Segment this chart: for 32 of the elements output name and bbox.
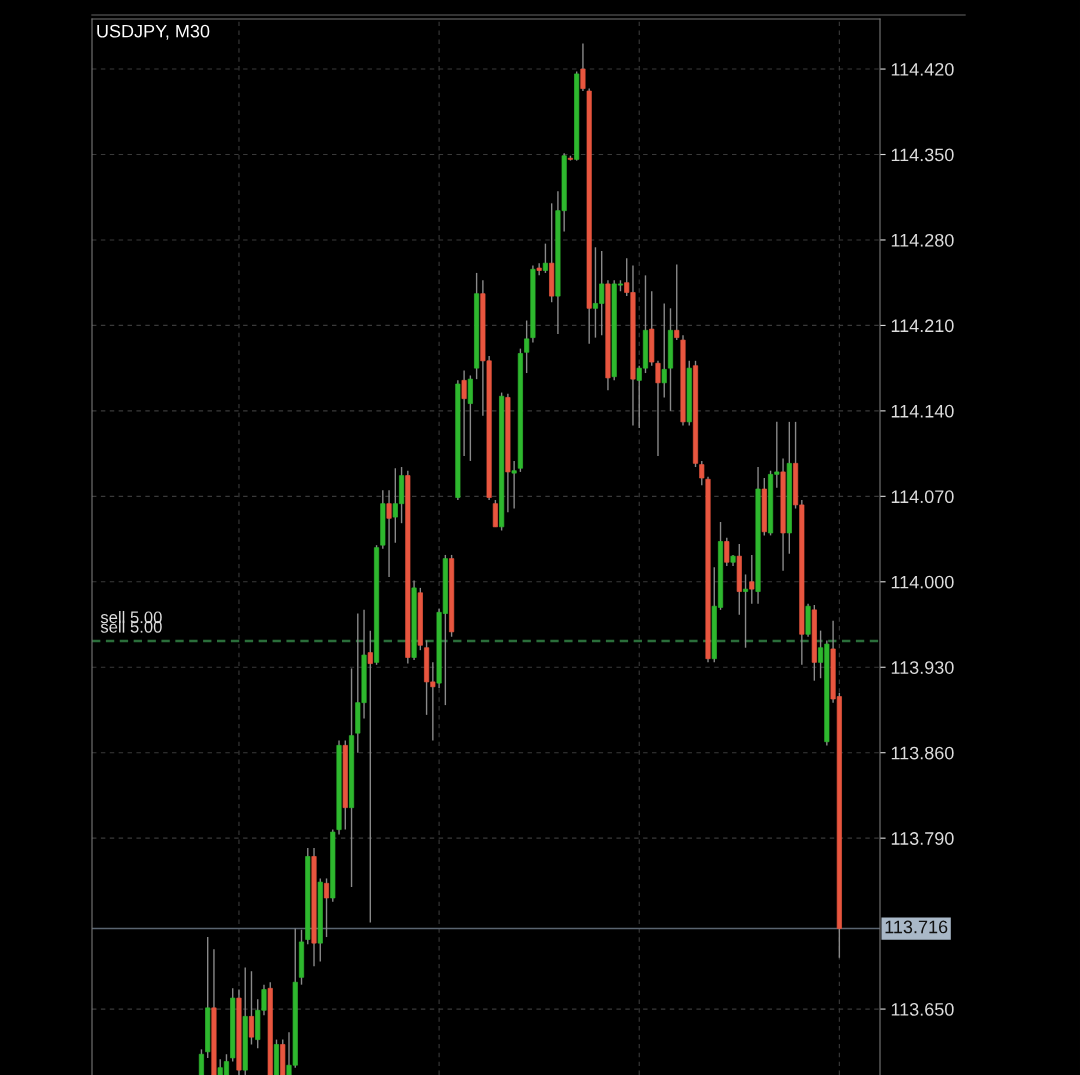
y-tick-label: 113.860 <box>891 746 954 760</box>
candlestick <box>248 970 255 1046</box>
candlestick <box>524 319 530 374</box>
candlestick <box>580 42 586 92</box>
candlestick <box>661 302 667 399</box>
candlestick <box>655 360 661 457</box>
y-tick-label: 114.000 <box>891 575 954 589</box>
y-tick-label: 114.420 <box>891 62 954 76</box>
y-tick-label: 114.350 <box>891 148 954 162</box>
candlestick <box>743 573 749 649</box>
y-tick-label: 113.790 <box>891 832 954 845</box>
candlestick <box>749 554 755 605</box>
candlestick <box>674 263 680 341</box>
candlestick <box>492 499 498 528</box>
candlestick <box>699 460 705 487</box>
y-tick-label: 114.140 <box>891 404 954 418</box>
candlestick <box>367 629 373 924</box>
ref-line-label: 113.716 <box>885 920 948 934</box>
y-tick-label: 114.210 <box>891 319 954 333</box>
y-tick-label: 113.650 <box>891 1003 954 1016</box>
candlestick <box>724 537 730 567</box>
candlestick <box>461 369 467 457</box>
candlestick <box>323 877 330 938</box>
candlestick <box>198 1048 204 1075</box>
candlestick <box>536 262 542 277</box>
candlestick <box>386 489 392 578</box>
chart-title: USDJPY, M30 <box>97 24 210 40</box>
y-tick-label: 113.930 <box>891 661 954 674</box>
candlestick <box>542 242 548 274</box>
y-tick-label: 114.280 <box>891 233 954 247</box>
candlestick <box>511 460 517 510</box>
y-tick-label: 114.070 <box>891 490 954 504</box>
